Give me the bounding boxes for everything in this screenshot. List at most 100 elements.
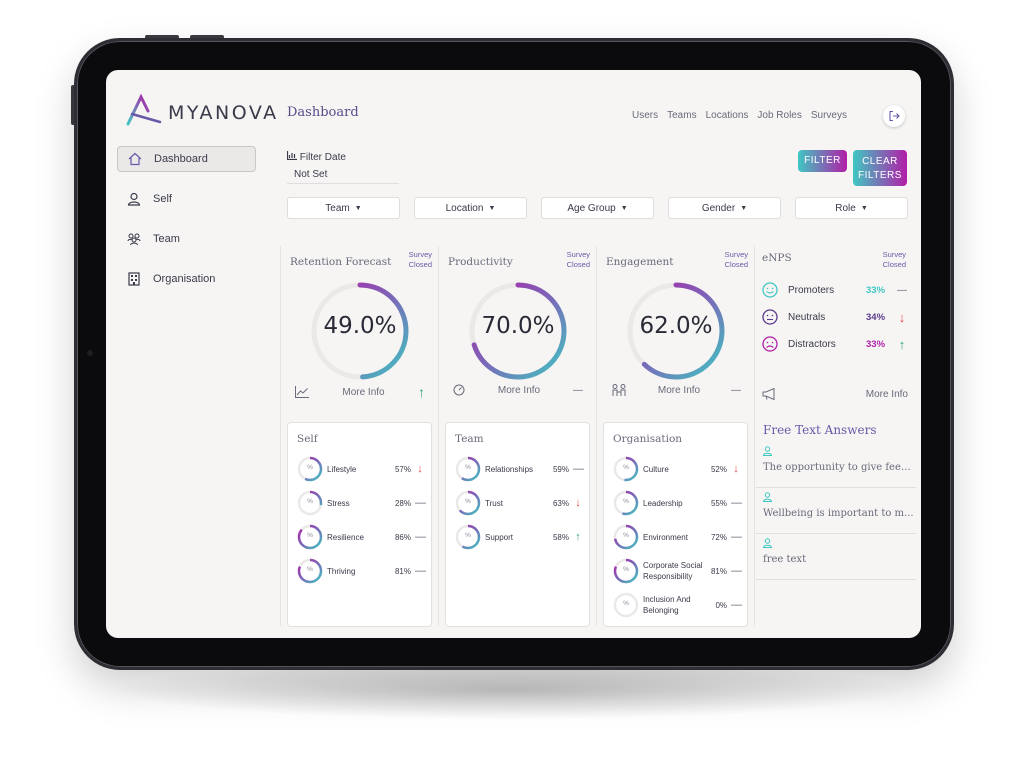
- free-text-item[interactable]: free text: [756, 534, 916, 580]
- enps-row-neutrals: Neutrals 34% ↓: [762, 309, 908, 325]
- location-dropdown[interactable]: Location ▼: [414, 197, 527, 219]
- breakdown-percent: 72%: [710, 532, 727, 542]
- trend-up-icon: ↑: [418, 384, 425, 400]
- mini-progress-ring: %: [613, 558, 639, 584]
- people-icon: [612, 384, 626, 396]
- team-dropdown[interactable]: Team ▼: [287, 197, 400, 219]
- sidebar-item-organisation[interactable]: Organisation: [117, 266, 256, 292]
- breakdown-row[interactable]: % Culture 52% ↓: [613, 455, 741, 483]
- sidebar-nav: Dashboard Self Team Organisation: [117, 146, 256, 306]
- sidebar-item-team[interactable]: Team: [117, 226, 256, 252]
- breakdown-label: Inclusion And Belonging: [643, 595, 691, 615]
- mini-progress-ring: %: [297, 456, 323, 482]
- trend-down-icon: ↓: [417, 463, 423, 475]
- top-nav-surveys[interactable]: Surveys: [810, 110, 847, 121]
- home-icon: [128, 152, 142, 166]
- mini-progress-ring: %: [613, 592, 639, 618]
- caret-down-icon: ▼: [488, 204, 496, 212]
- retention-progress-ring: [311, 282, 409, 380]
- logout-button[interactable]: [883, 105, 905, 127]
- organisation-breakdown-card: Organisation % Culture 52% ↓% Leadership 55% —…: [603, 422, 748, 627]
- trend-flat-icon: —: [415, 531, 426, 543]
- percent-symbol: %: [623, 464, 629, 471]
- sidebar-item-dashboard[interactable]: Dashboard: [117, 146, 256, 172]
- sidebar-item-self[interactable]: Self: [117, 186, 256, 212]
- breakdown-percent: 57%: [394, 464, 411, 474]
- filter-button[interactable]: FILTER: [798, 150, 847, 172]
- metric-value: 49.0%: [323, 313, 397, 339]
- person-icon: [127, 192, 141, 206]
- breakdown-row[interactable]: % Stress 28% —: [297, 489, 426, 517]
- dropdown-label: Location: [445, 202, 484, 214]
- gender-dropdown[interactable]: Gender ▼: [668, 197, 781, 219]
- building-icon: [128, 272, 140, 286]
- brand-name: MYANOVA: [168, 102, 279, 124]
- logout-icon: [889, 110, 900, 122]
- more-info-link[interactable]: More Info: [657, 384, 701, 396]
- breakdown-row[interactable]: % Relationships 59% —: [455, 455, 584, 483]
- age-group-dropdown[interactable]: Age Group ▼: [541, 197, 654, 219]
- breakdown-row[interactable]: % Resilience 86% —: [297, 523, 426, 551]
- enps-row-promoters: Promoters 33% —: [762, 282, 908, 298]
- caret-down-icon: ▼: [620, 204, 628, 212]
- role-dropdown[interactable]: Role ▼: [795, 197, 908, 219]
- brand-logo[interactable]: MYANOVA: [126, 94, 276, 128]
- productivity-progress-ring: [469, 282, 567, 380]
- free-text-title: Free Text Answers: [763, 423, 877, 437]
- breakdown-percent: 0%: [715, 600, 727, 610]
- metric-footer[interactable]: More Info ↑: [295, 384, 425, 400]
- more-info-link[interactable]: More Info: [497, 384, 541, 396]
- column-divider: [280, 246, 281, 626]
- engagement-progress-ring: [627, 282, 725, 380]
- breakdown-label: Environment: [643, 532, 688, 542]
- metric-value: 62.0%: [639, 313, 713, 339]
- free-text-item[interactable]: Wellbeing is important to m...: [756, 488, 916, 534]
- breakdown-percent: 81%: [394, 566, 411, 576]
- more-info-link[interactable]: More Info: [865, 388, 908, 400]
- breakdown-row[interactable]: % Corporate Social Responsibility 81% —: [613, 557, 742, 585]
- top-nav-teams[interactable]: Teams: [667, 110, 697, 121]
- clear-filters-button[interactable]: CLEAR FILTERS: [853, 150, 907, 186]
- enps-label: Neutrals: [788, 311, 826, 323]
- line-chart-icon: [295, 386, 309, 398]
- free-text-answer: free text: [763, 554, 807, 565]
- metric-footer[interactable]: More Info —: [611, 384, 741, 396]
- breakdown-row[interactable]: % Lifestyle 57% ↓: [297, 455, 425, 483]
- self-breakdown-card: Self % Lifestyle 57% ↓% Stress 28% —% Resilienc…: [287, 422, 432, 627]
- breakdown-row[interactable]: % Trust 63% ↓: [455, 489, 583, 517]
- mini-progress-ring: %: [613, 490, 639, 516]
- breakdown-row[interactable]: % Environment 72% —: [613, 523, 742, 551]
- survey-status: Survey Closed: [566, 250, 590, 269]
- metric-title: Retention Forecast: [290, 256, 392, 268]
- survey-status: Survey Closed: [408, 250, 432, 269]
- trend-down-icon: ↓: [898, 309, 906, 325]
- enps-footer[interactable]: More Info: [762, 388, 908, 400]
- column-divider: [438, 246, 439, 626]
- column-divider: [754, 246, 755, 626]
- page-title: Dashboard: [287, 105, 359, 120]
- percent-symbol: %: [307, 566, 313, 573]
- breakdown-title: Self: [297, 433, 318, 445]
- sidebar-item-label: Dashboard: [154, 153, 208, 165]
- breakdown-label: Stress: [327, 498, 350, 508]
- breakdown-row[interactable]: % Support 58% ↑: [455, 523, 583, 551]
- mini-progress-ring: %: [297, 524, 323, 550]
- trend-flat-icon: —: [415, 565, 426, 577]
- top-nav-locations[interactable]: Locations: [705, 110, 749, 121]
- top-nav: Users Teams Locations Job Roles Surveys: [632, 110, 847, 121]
- caret-down-icon: ▼: [354, 204, 362, 212]
- metric-footer[interactable]: More Info —: [453, 384, 583, 396]
- more-info-link[interactable]: More Info: [342, 386, 385, 398]
- top-nav-job-roles[interactable]: Job Roles: [757, 110, 802, 121]
- breakdown-percent: 55%: [710, 498, 727, 508]
- breakdown-row[interactable]: % Inclusion And Belonging 0% —: [613, 591, 742, 619]
- top-nav-users[interactable]: Users: [632, 110, 659, 121]
- breakdown-label: Trust: [485, 498, 503, 508]
- breakdown-row[interactable]: % Thriving 81% —: [297, 557, 426, 585]
- breakdown-row[interactable]: % Leadership 55% —: [613, 489, 742, 517]
- metric-card-retention: Retention Forecast Survey Closed 49.0% Mo…: [282, 246, 438, 416]
- filter-date[interactable]: Filter Date Not Set: [286, 151, 399, 184]
- free-text-item[interactable]: The opportunity to give feed...: [756, 442, 916, 488]
- percent-symbol: %: [465, 464, 471, 471]
- trend-down-icon: ↓: [733, 463, 739, 475]
